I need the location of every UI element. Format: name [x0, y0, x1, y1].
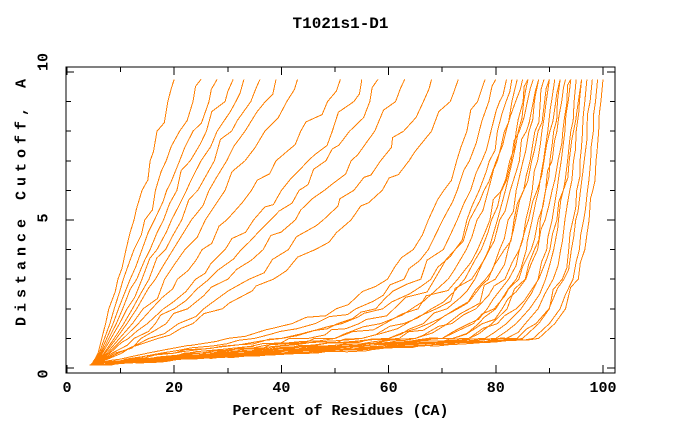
- y-tick-label: 5: [35, 213, 53, 223]
- x-tick-label: 80: [486, 380, 505, 397]
- model-curve: [92, 79, 529, 366]
- model-curve: [91, 79, 277, 366]
- model-curve: [92, 79, 577, 366]
- x-tick-label: 20: [165, 380, 184, 397]
- model-curve: [91, 79, 550, 366]
- model-curve: [91, 79, 341, 366]
- model-curve: [90, 79, 202, 366]
- x-tick-label: 0: [62, 380, 72, 397]
- model-curve: [92, 79, 599, 366]
- chart-title: T1021s1-D1: [292, 15, 389, 33]
- y-tick-label: 0: [35, 369, 53, 379]
- x-tick-label: 40: [272, 380, 291, 397]
- model-curve: [90, 79, 261, 366]
- model-curve: [93, 79, 524, 366]
- model-curve: [90, 79, 234, 366]
- model-curve: [92, 79, 298, 366]
- x-tick-label: 100: [589, 380, 617, 397]
- model-curve: [93, 79, 432, 366]
- model-curve: [90, 79, 175, 366]
- model-curve: [93, 79, 534, 366]
- model-curve: [89, 79, 486, 366]
- y-axis-title: Distance Cutoff, A: [13, 73, 31, 327]
- model-curve: [92, 79, 507, 366]
- model-curve: [91, 79, 540, 366]
- model-curve: [92, 79, 545, 366]
- model-curve: [93, 79, 379, 366]
- model-curve: [91, 79, 245, 366]
- model-curve: [92, 79, 406, 366]
- model-curve: [91, 79, 497, 366]
- x-axis-title: Percent of Residues (CA): [232, 403, 449, 420]
- x-tick-label: 60: [379, 380, 398, 397]
- model-curve: [91, 79, 363, 366]
- model-curve: [90, 79, 561, 366]
- model-curve: [91, 79, 218, 366]
- model-curve: [93, 79, 604, 366]
- model-curve: [93, 79, 459, 366]
- y-tick-label: 10: [35, 52, 53, 72]
